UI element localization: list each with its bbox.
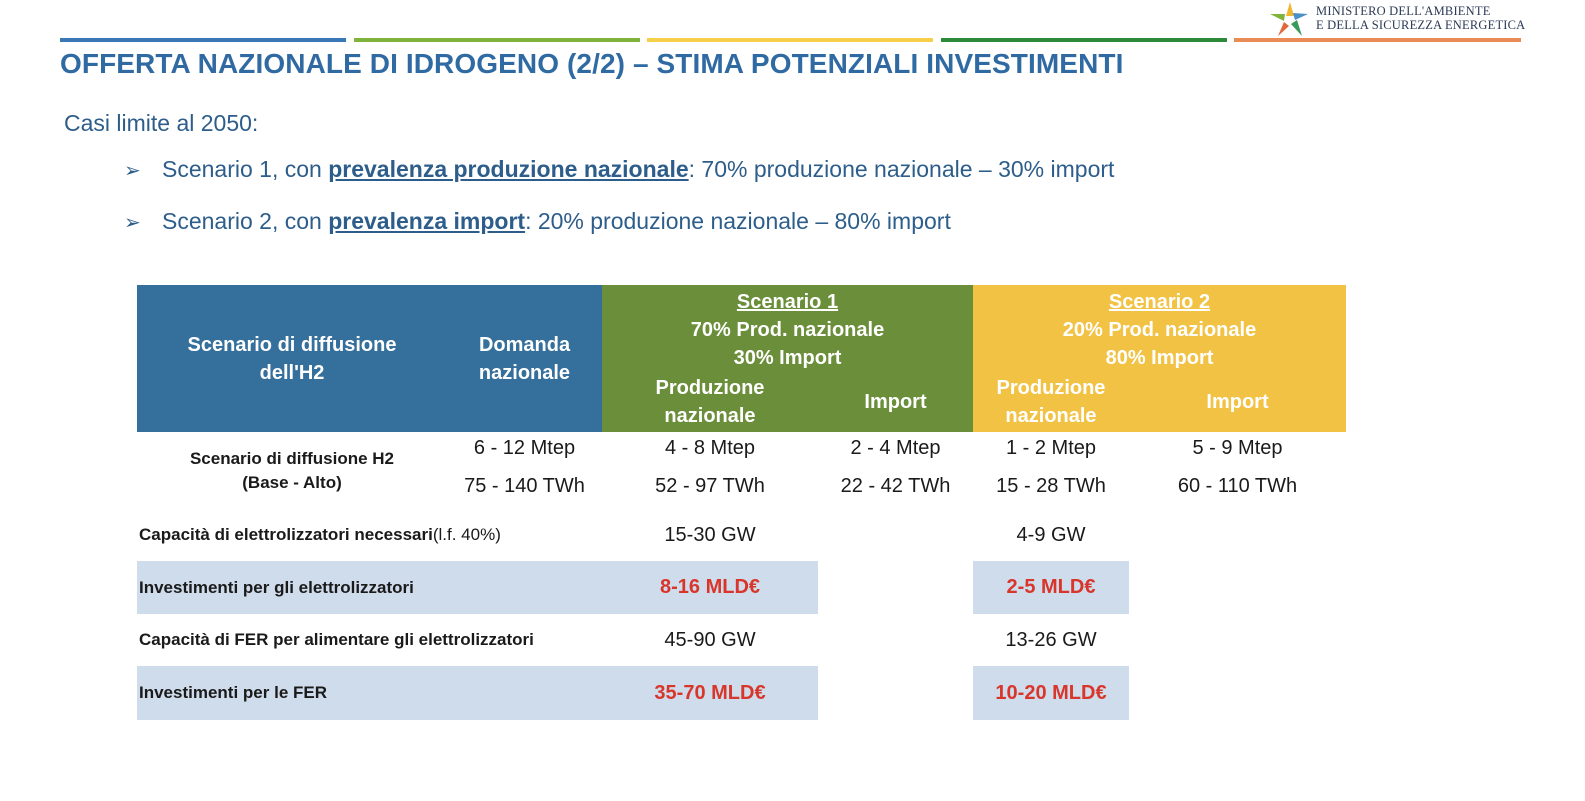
bullet-scenario-2: ➢ Scenario 2, con prevalenza import: 20% … — [124, 208, 951, 235]
header-scenario-2-prod: 20% Prod. nazionale — [1062, 319, 1257, 341]
cell-s2-prod-twh: 15 - 28 TWh — [996, 474, 1106, 497]
cell-s2-fer: 13-26 GW — [1005, 628, 1097, 651]
subtitle: Casi limite al 2050: — [64, 110, 259, 136]
header-scenario-2-import: 80% Import — [1105, 347, 1214, 369]
logo-line-2: E DELLA SICUREZZA ENERGETICA — [1316, 18, 1526, 32]
header-scenario-2-bg — [973, 285, 1346, 432]
header-scenario-1-title: Scenario 1 — [736, 291, 839, 313]
cell-s1-inv-elettrolizzatori: 8-16 MLD€ — [659, 576, 761, 598]
ministry-logo: MINISTERO DELL'AMBIENTE E DELLA SICUREZZ… — [1268, 0, 1568, 40]
header-rule-darkgreen — [941, 38, 1227, 42]
arrow-bullet-icon: ➢ — [124, 212, 141, 234]
header-rule-green — [354, 38, 640, 42]
cell-s1-prod-mtep: 4 - 8 Mtep — [664, 436, 756, 459]
row-label-inv-elettrolizzatori: Investimenti per gli elettrolizzatori — [137, 561, 818, 614]
header-scenario-2-title: Scenario 2 — [1108, 291, 1211, 313]
header-rule-blue — [60, 38, 346, 42]
cell-s1-prod-twh: 52 - 97 TWh — [655, 474, 765, 497]
header-scenario-1-bg — [602, 285, 973, 432]
bullet-suffix: : 70% produzione nazionale – 30% import — [688, 156, 1115, 182]
row-label-capacita-fer: Capacità di FER per alimentare gli elett… — [139, 630, 534, 649]
bullet-highlight: prevalenza import — [328, 208, 526, 234]
header-s2-import: Import — [1206, 391, 1269, 413]
cell-s2-imp-twh: 60 - 110 TWh — [1177, 474, 1298, 497]
bullet-prefix: Scenario 1, con — [162, 156, 329, 182]
cell-s1-imp-twh: 22 - 42 TWh — [840, 474, 951, 497]
header-s1-import: Import — [864, 391, 927, 413]
page-title: OFFERTA NAZIONALE DI IDROGENO (2/2) – ST… — [60, 48, 1124, 79]
arrow-bullet-icon: ➢ — [124, 160, 141, 182]
row-label-capacita-elettrolizzatori: Capacità di elettrolizzatori necessari (… — [139, 525, 501, 544]
cell-s1-capacita: 15-30 GW — [664, 523, 756, 546]
cell-s2-inv-fer: 10-20 MLD€ — [973, 666, 1129, 720]
header-domanda-nazionale: Domanda nazionale — [447, 285, 602, 432]
cell-s2-imp-mtep: 5 - 9 Mtep — [1192, 436, 1283, 459]
cell-s2-prod-mtep: 1 - 2 Mtep — [1005, 436, 1097, 459]
row-label-inv-fer: Investimenti per le FER — [137, 666, 818, 720]
header-scenario-1-import: 30% Import — [733, 347, 842, 369]
cell-s1-imp-mtep: 2 - 4 Mtep — [850, 436, 941, 459]
bullet-prefix: Scenario 2, con — [162, 208, 329, 234]
header-s2-produzione: Produzione nazionale — [996, 377, 1106, 427]
star-logo-icon — [1270, 2, 1308, 36]
header-scenario-1-prod: 70% Prod. nazionale — [690, 319, 885, 341]
header-scenario-diffusione: Scenario di diffusione dell'H2 — [137, 285, 447, 432]
header-rule-yellow — [647, 38, 933, 42]
header-s1-produzione: Produzione nazionale — [655, 377, 765, 427]
logo-line-1: MINISTERO DELL'AMBIENTE — [1316, 4, 1491, 18]
cell-s1-fer: 45-90 GW — [664, 628, 756, 651]
bullet-scenario-1: ➢ Scenario 1, con prevalenza produzione n… — [124, 156, 1114, 183]
bullet-suffix: : 20% produzione nazionale – 80% import — [525, 208, 951, 234]
header-rule-orange — [1234, 38, 1521, 42]
cell-domanda-mtep: 6 - 12 Mtep — [473, 436, 576, 459]
cell-s2-capacita: 4-9 GW — [1016, 523, 1086, 546]
cell-domanda-twh: 75 - 140 TWh — [464, 474, 585, 497]
investment-table: Scenario di diffusione dell'H2 Domanda n… — [137, 285, 1346, 721]
cell-s2-inv-elettrolizzatori: 2-5 MLD€ — [973, 561, 1129, 614]
bullet-highlight: prevalenza produzione nazionale — [328, 156, 689, 182]
cell-s1-inv-fer: 35-70 MLD€ — [654, 681, 766, 704]
row-label-diffusione: Scenario di diffusione H2 (Base - Alto) — [189, 449, 395, 492]
